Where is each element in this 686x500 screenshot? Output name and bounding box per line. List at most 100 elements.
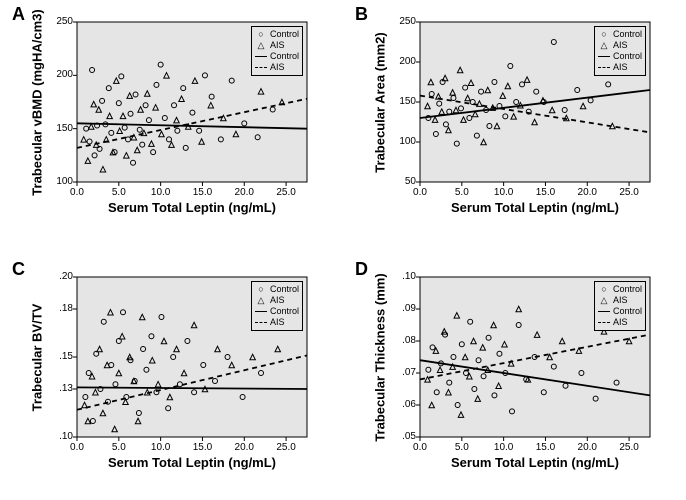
marker-control bbox=[116, 101, 121, 106]
xtick: 15.0 bbox=[533, 187, 557, 198]
legend-row: △AIS bbox=[255, 295, 299, 306]
marker-control bbox=[225, 355, 230, 360]
marker-control bbox=[242, 121, 247, 126]
legend-text: Control bbox=[613, 306, 642, 317]
plot-area: ○Control△AISControlAIS bbox=[77, 277, 307, 437]
marker-control bbox=[588, 98, 593, 103]
y-axis-title: Trabecular BV/TV bbox=[30, 304, 45, 412]
marker-ais bbox=[534, 332, 540, 338]
marker-control bbox=[443, 122, 448, 127]
ytick: .10 bbox=[43, 431, 73, 442]
fit-line-ais bbox=[77, 355, 307, 409]
marker-ais bbox=[91, 101, 97, 107]
marker-control bbox=[151, 150, 156, 155]
marker-ais bbox=[500, 93, 506, 99]
xtick: 5.0 bbox=[107, 187, 131, 198]
plot-area: ○Control△AISControlAIS bbox=[77, 22, 307, 182]
marker-control bbox=[563, 383, 568, 388]
xtick: 0.0 bbox=[408, 442, 432, 453]
marker-control bbox=[197, 128, 202, 133]
marker-ais bbox=[437, 367, 443, 373]
marker-control bbox=[144, 367, 149, 372]
marker-ais bbox=[446, 127, 452, 133]
marker-ais bbox=[119, 333, 125, 339]
marker-control bbox=[86, 371, 91, 376]
marker-control bbox=[218, 137, 223, 142]
legend-text: Control bbox=[613, 51, 642, 62]
marker-ais bbox=[127, 354, 133, 360]
legend-row: ○Control bbox=[255, 29, 299, 40]
marker-ais bbox=[85, 158, 91, 164]
marker-control bbox=[614, 380, 619, 385]
marker-control bbox=[459, 342, 464, 347]
marker-control bbox=[534, 89, 539, 94]
marker-control bbox=[202, 73, 207, 78]
marker-control bbox=[579, 371, 584, 376]
legend-symbol: △ bbox=[255, 295, 267, 306]
marker-ais bbox=[450, 90, 456, 96]
marker-ais bbox=[153, 105, 159, 111]
legend-row: Control bbox=[255, 51, 299, 62]
marker-ais bbox=[191, 322, 197, 328]
marker-control bbox=[259, 371, 264, 376]
xtick: 25.0 bbox=[274, 442, 298, 453]
marker-control bbox=[430, 345, 435, 350]
legend-text: AIS bbox=[270, 295, 285, 306]
marker-control bbox=[92, 153, 97, 158]
legend-symbol bbox=[255, 56, 267, 57]
marker-ais bbox=[127, 93, 133, 99]
legend-symbol bbox=[255, 67, 267, 68]
legend-row: △AIS bbox=[598, 295, 642, 306]
marker-ais bbox=[117, 128, 123, 134]
marker-ais bbox=[511, 114, 517, 120]
ytick: .09 bbox=[386, 303, 416, 314]
panel-label: B bbox=[355, 4, 368, 25]
xtick: 20.0 bbox=[232, 187, 256, 198]
panel-label: D bbox=[355, 259, 368, 280]
panel-d: D○Control△AISControlAIS0.05.010.015.020.… bbox=[365, 265, 665, 475]
marker-ais bbox=[229, 362, 235, 368]
legend-symbol: ○ bbox=[255, 284, 267, 295]
marker-control bbox=[181, 86, 186, 91]
legend-symbol: △ bbox=[598, 295, 610, 306]
marker-ais bbox=[461, 117, 467, 123]
marker-control bbox=[140, 142, 145, 147]
legend-symbol: △ bbox=[598, 40, 610, 51]
marker-control bbox=[136, 411, 141, 416]
marker-control bbox=[541, 390, 546, 395]
legend-symbol bbox=[598, 322, 610, 323]
plot-area: ○Control△AISControlAIS bbox=[420, 277, 650, 437]
panel-a: A○Control△AISControlAIS0.05.010.015.020.… bbox=[22, 10, 322, 220]
marker-control bbox=[492, 80, 497, 85]
marker-control bbox=[434, 390, 439, 395]
marker-control bbox=[508, 64, 513, 69]
fit-line-control bbox=[420, 360, 650, 395]
xtick: 15.0 bbox=[533, 442, 557, 453]
legend-text: Control bbox=[270, 306, 299, 317]
ytick: 250 bbox=[386, 16, 416, 27]
legend-symbol: ○ bbox=[598, 29, 610, 40]
marker-control bbox=[209, 94, 214, 99]
marker-ais bbox=[81, 137, 87, 143]
xtick: 0.0 bbox=[408, 187, 432, 198]
marker-control bbox=[486, 335, 491, 340]
marker-ais bbox=[88, 124, 94, 129]
marker-ais bbox=[159, 131, 165, 137]
legend-row: △AIS bbox=[598, 40, 642, 51]
marker-ais bbox=[124, 153, 130, 159]
y-axis-title: Trabecular vBMD (mgHA/cm3) bbox=[30, 9, 45, 195]
ytick: 200 bbox=[43, 69, 73, 80]
x-axis-title: Serum Total Leptin (ng/mL) bbox=[77, 455, 307, 470]
legend-symbol bbox=[598, 56, 610, 57]
legend-symbol: △ bbox=[255, 40, 267, 51]
marker-ais bbox=[145, 91, 151, 97]
marker-control bbox=[133, 92, 138, 97]
x-axis-title: Serum Total Leptin (ng/mL) bbox=[420, 455, 650, 470]
marker-control bbox=[101, 319, 106, 324]
legend-text: AIS bbox=[270, 40, 285, 51]
marker-control bbox=[240, 395, 245, 400]
legend-row: ○Control bbox=[598, 284, 642, 295]
marker-control bbox=[458, 106, 463, 111]
ytick: 50 bbox=[386, 176, 416, 187]
marker-control bbox=[514, 100, 519, 105]
